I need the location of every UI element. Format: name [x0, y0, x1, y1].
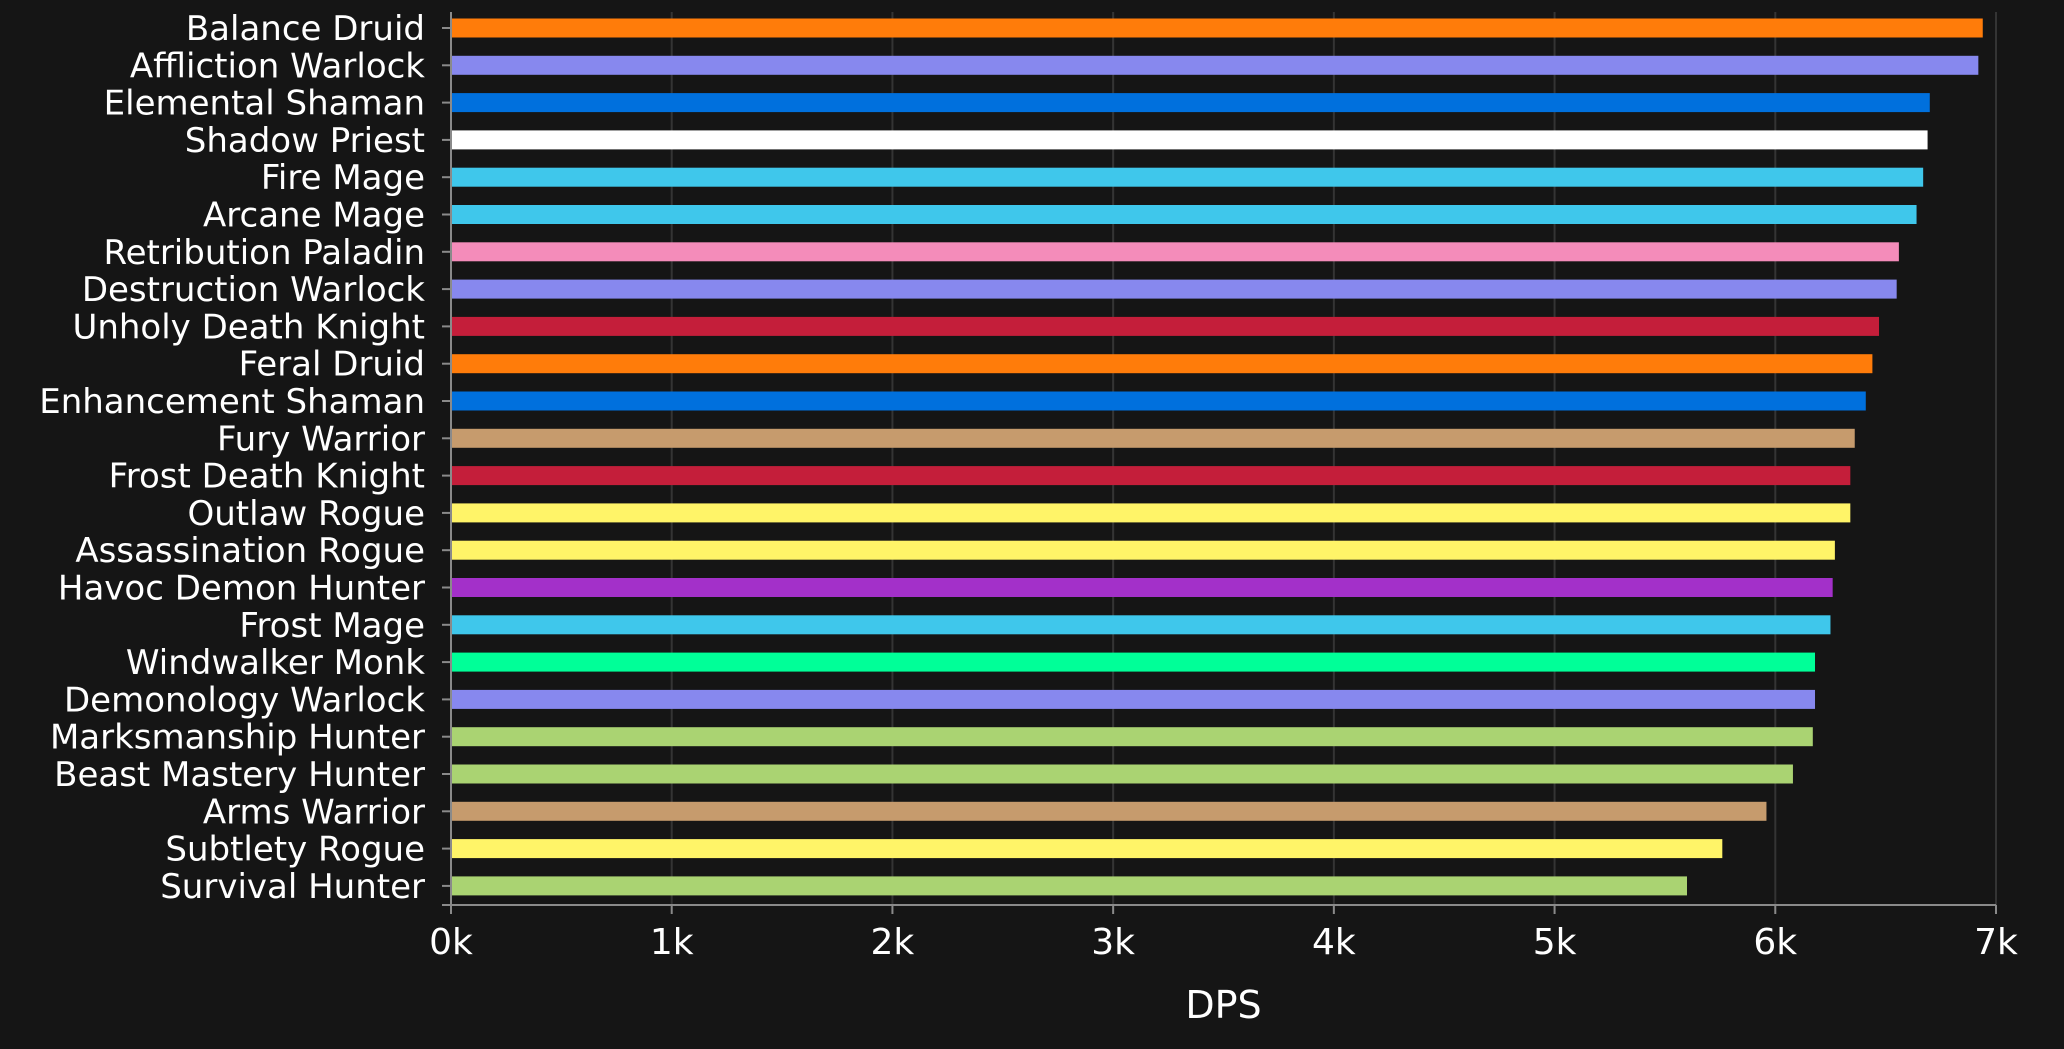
bar: [451, 354, 1873, 374]
bar: [451, 801, 1767, 821]
category-label: Destruction Warlock: [82, 270, 425, 310]
bar: [451, 391, 1866, 411]
category-label: Arcane Mage: [203, 196, 425, 236]
category-label: Survival Hunter: [160, 867, 425, 907]
bars: [451, 18, 1983, 896]
x-axis: 0k 1k 2k 3k 4k 5k 6k 7k: [429, 12, 2018, 963]
bar: [451, 93, 1930, 113]
bar: [451, 503, 1851, 523]
category-label: Balance Druid: [186, 9, 425, 49]
x-tick-label: 2k: [871, 922, 915, 963]
bar: [451, 279, 1897, 299]
bar: [451, 540, 1835, 560]
category-label: Beast Mastery Hunter: [54, 755, 425, 795]
category-label: Unholy Death Knight: [72, 307, 425, 347]
bar: [451, 55, 1979, 75]
bar: [451, 839, 1723, 859]
category-label: Affliction Warlock: [130, 46, 425, 86]
bar: [451, 578, 1833, 597]
category-label: Frost Mage: [239, 606, 425, 646]
bar: [451, 689, 1816, 709]
bar: [451, 876, 1687, 896]
category-label: Arms Warrior: [203, 792, 425, 832]
category-label: Enhancement Shaman: [39, 382, 425, 422]
x-tick-label: 6k: [1753, 922, 1797, 963]
category-label: Retribution Paladin: [103, 233, 425, 273]
bar: [451, 130, 1928, 150]
x-tick-label: 3k: [1091, 922, 1135, 963]
x-tick-label: 1k: [650, 922, 694, 963]
x-axis-title: DPS: [1185, 983, 1261, 1027]
bar: [451, 167, 1924, 187]
category-label: Fury Warrior: [217, 419, 425, 459]
category-label: Outlaw Rogue: [188, 494, 426, 534]
category-label: Assassination Rogue: [75, 531, 425, 571]
category-label: Havoc Demon Hunter: [58, 569, 425, 609]
x-tick-label: 5k: [1533, 922, 1577, 963]
category-label: Demonology Warlock: [64, 680, 425, 720]
x-tick-label: 0k: [429, 922, 473, 963]
bar: [451, 316, 1880, 336]
category-label: Frost Death Knight: [109, 457, 425, 497]
bar: [451, 428, 1855, 448]
bar: [451, 205, 1917, 224]
bar: [451, 18, 1983, 38]
category-label: Fire Mage: [261, 158, 425, 198]
category-label: Subtlety Rogue: [165, 830, 425, 870]
category-label: Shadow Priest: [185, 121, 425, 161]
x-tick-label: 4k: [1312, 922, 1356, 963]
bar: [451, 727, 1813, 747]
category-label: Feral Druid: [239, 345, 425, 385]
bar: [451, 652, 1816, 672]
bar: [451, 466, 1851, 486]
category-label: Elemental Shaman: [104, 84, 425, 124]
bar: [451, 615, 1831, 635]
bar: [451, 242, 1899, 262]
category-label: Windwalker Monk: [126, 643, 425, 683]
category-label: Marksmanship Hunter: [50, 718, 425, 758]
bar: [451, 764, 1793, 784]
x-tick-label: 7k: [1974, 922, 2018, 963]
